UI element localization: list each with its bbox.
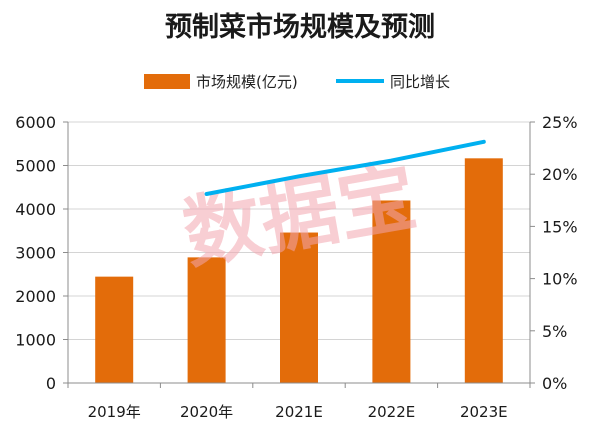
growth-line-series [204, 139, 486, 196]
axes [63, 121, 535, 388]
x-tick-label: 2023E [460, 403, 508, 421]
y2-tick-label: 15% [542, 217, 578, 236]
bar-series [95, 158, 503, 383]
y2-tick-label: 5% [542, 322, 567, 341]
bar [464, 158, 503, 383]
y-tick-label: 6000 [15, 113, 56, 132]
x-tick-label: 2021E [275, 403, 323, 421]
y2-tick-label: 0% [542, 374, 567, 393]
x-tick-label: 2020年 [180, 403, 233, 421]
y-tick-label: 4000 [15, 200, 56, 219]
bar [95, 276, 134, 383]
tick-labels: 0 1000 2000 3000 4000 5000 6000 0% 5% 10% 15% 20% 25… [15, 113, 577, 421]
y-tick-label: 1000 [15, 331, 56, 350]
legend-swatch-bar [144, 74, 190, 89]
x-tick-label: 2019年 [88, 403, 141, 421]
y2-tick-label: 25% [542, 113, 578, 132]
chart-title: 预制菜市场规模及预测 [165, 11, 435, 43]
legend-label-line: 同比增长 [390, 73, 450, 91]
y-tick-label: 3000 [15, 244, 56, 263]
y2-tick-label: 20% [542, 165, 578, 184]
bar [372, 200, 411, 383]
legend-label-bar: 市场规模(亿元) [196, 73, 298, 91]
bar [280, 232, 318, 383]
y-tick-label: 5000 [15, 157, 56, 176]
legend: 市场规模(亿元) 同比增长 [144, 73, 450, 91]
x-tick-label: 2022E [368, 403, 416, 421]
growth-line [204, 139, 486, 196]
y-tick-label: 0 [46, 374, 56, 393]
bar [187, 257, 226, 383]
y2-tick-label: 10% [542, 270, 578, 289]
y-tick-label: 2000 [15, 287, 56, 306]
